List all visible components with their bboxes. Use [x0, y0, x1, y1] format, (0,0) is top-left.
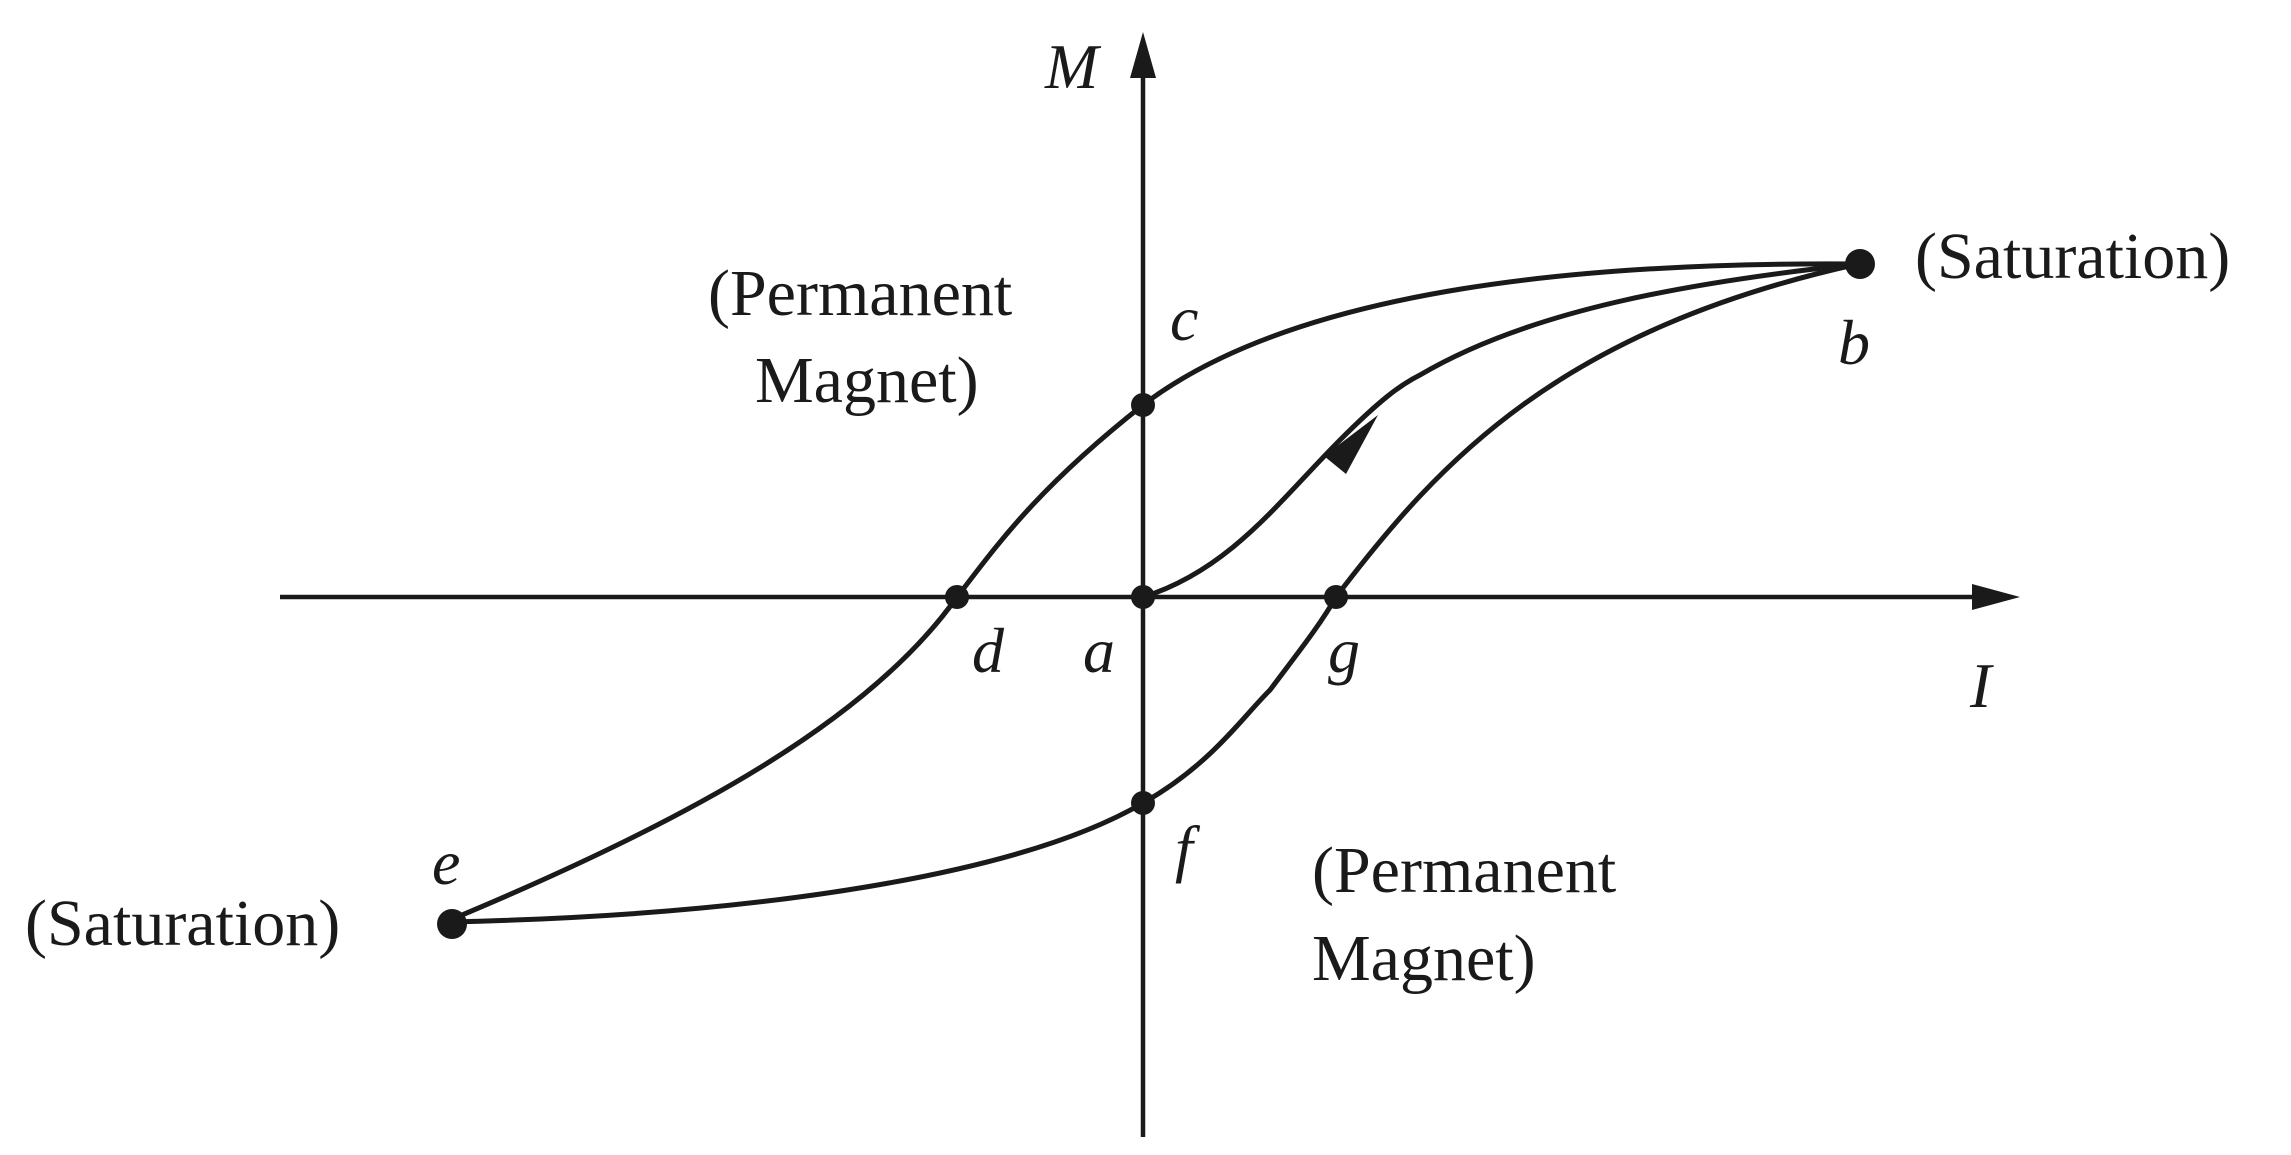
- permanent-magnet-bottom-line2: Magnet): [1312, 922, 1536, 995]
- point-a-label: a: [1083, 615, 1115, 686]
- point-f-label: f: [1175, 813, 1201, 884]
- m-axis-arrowhead: [1130, 32, 1156, 78]
- point-e-label: e: [432, 827, 460, 898]
- point-f: [1131, 791, 1155, 815]
- point-g: [1324, 585, 1348, 609]
- points: [437, 249, 1875, 939]
- point-b-label: b: [1838, 307, 1870, 378]
- point-b: [1845, 249, 1875, 279]
- direction-arrow: [1324, 415, 1378, 474]
- m-axis-label: M: [1044, 31, 1102, 102]
- axes: [280, 32, 2020, 1137]
- initial-magnetization-curve: [1140, 261, 1861, 600]
- i-axis-arrowhead: [1972, 584, 2020, 610]
- point-d: [945, 585, 969, 609]
- point-g-label: g: [1328, 615, 1360, 686]
- permanent-magnet-top-line1: (Permanent: [708, 257, 1012, 330]
- point-d-label: d: [972, 615, 1005, 686]
- point-e: [437, 909, 467, 939]
- point-c: [1131, 393, 1155, 417]
- saturation-left-label: (Saturation): [25, 887, 340, 960]
- i-axis-label: I: [1969, 650, 1994, 721]
- permanent-magnet-bottom-line1: (Permanent: [1312, 834, 1616, 907]
- hysteresis-loop: [447, 261, 1861, 925]
- upper-branch-curve: [447, 261, 1861, 923]
- lower-branch-curve: [447, 261, 1861, 925]
- permanent-magnet-top-line2: Magnet): [755, 344, 979, 417]
- point-c-label: c: [1170, 283, 1198, 354]
- saturation-right-label: (Saturation): [1915, 220, 2230, 293]
- point-a: [1131, 585, 1155, 609]
